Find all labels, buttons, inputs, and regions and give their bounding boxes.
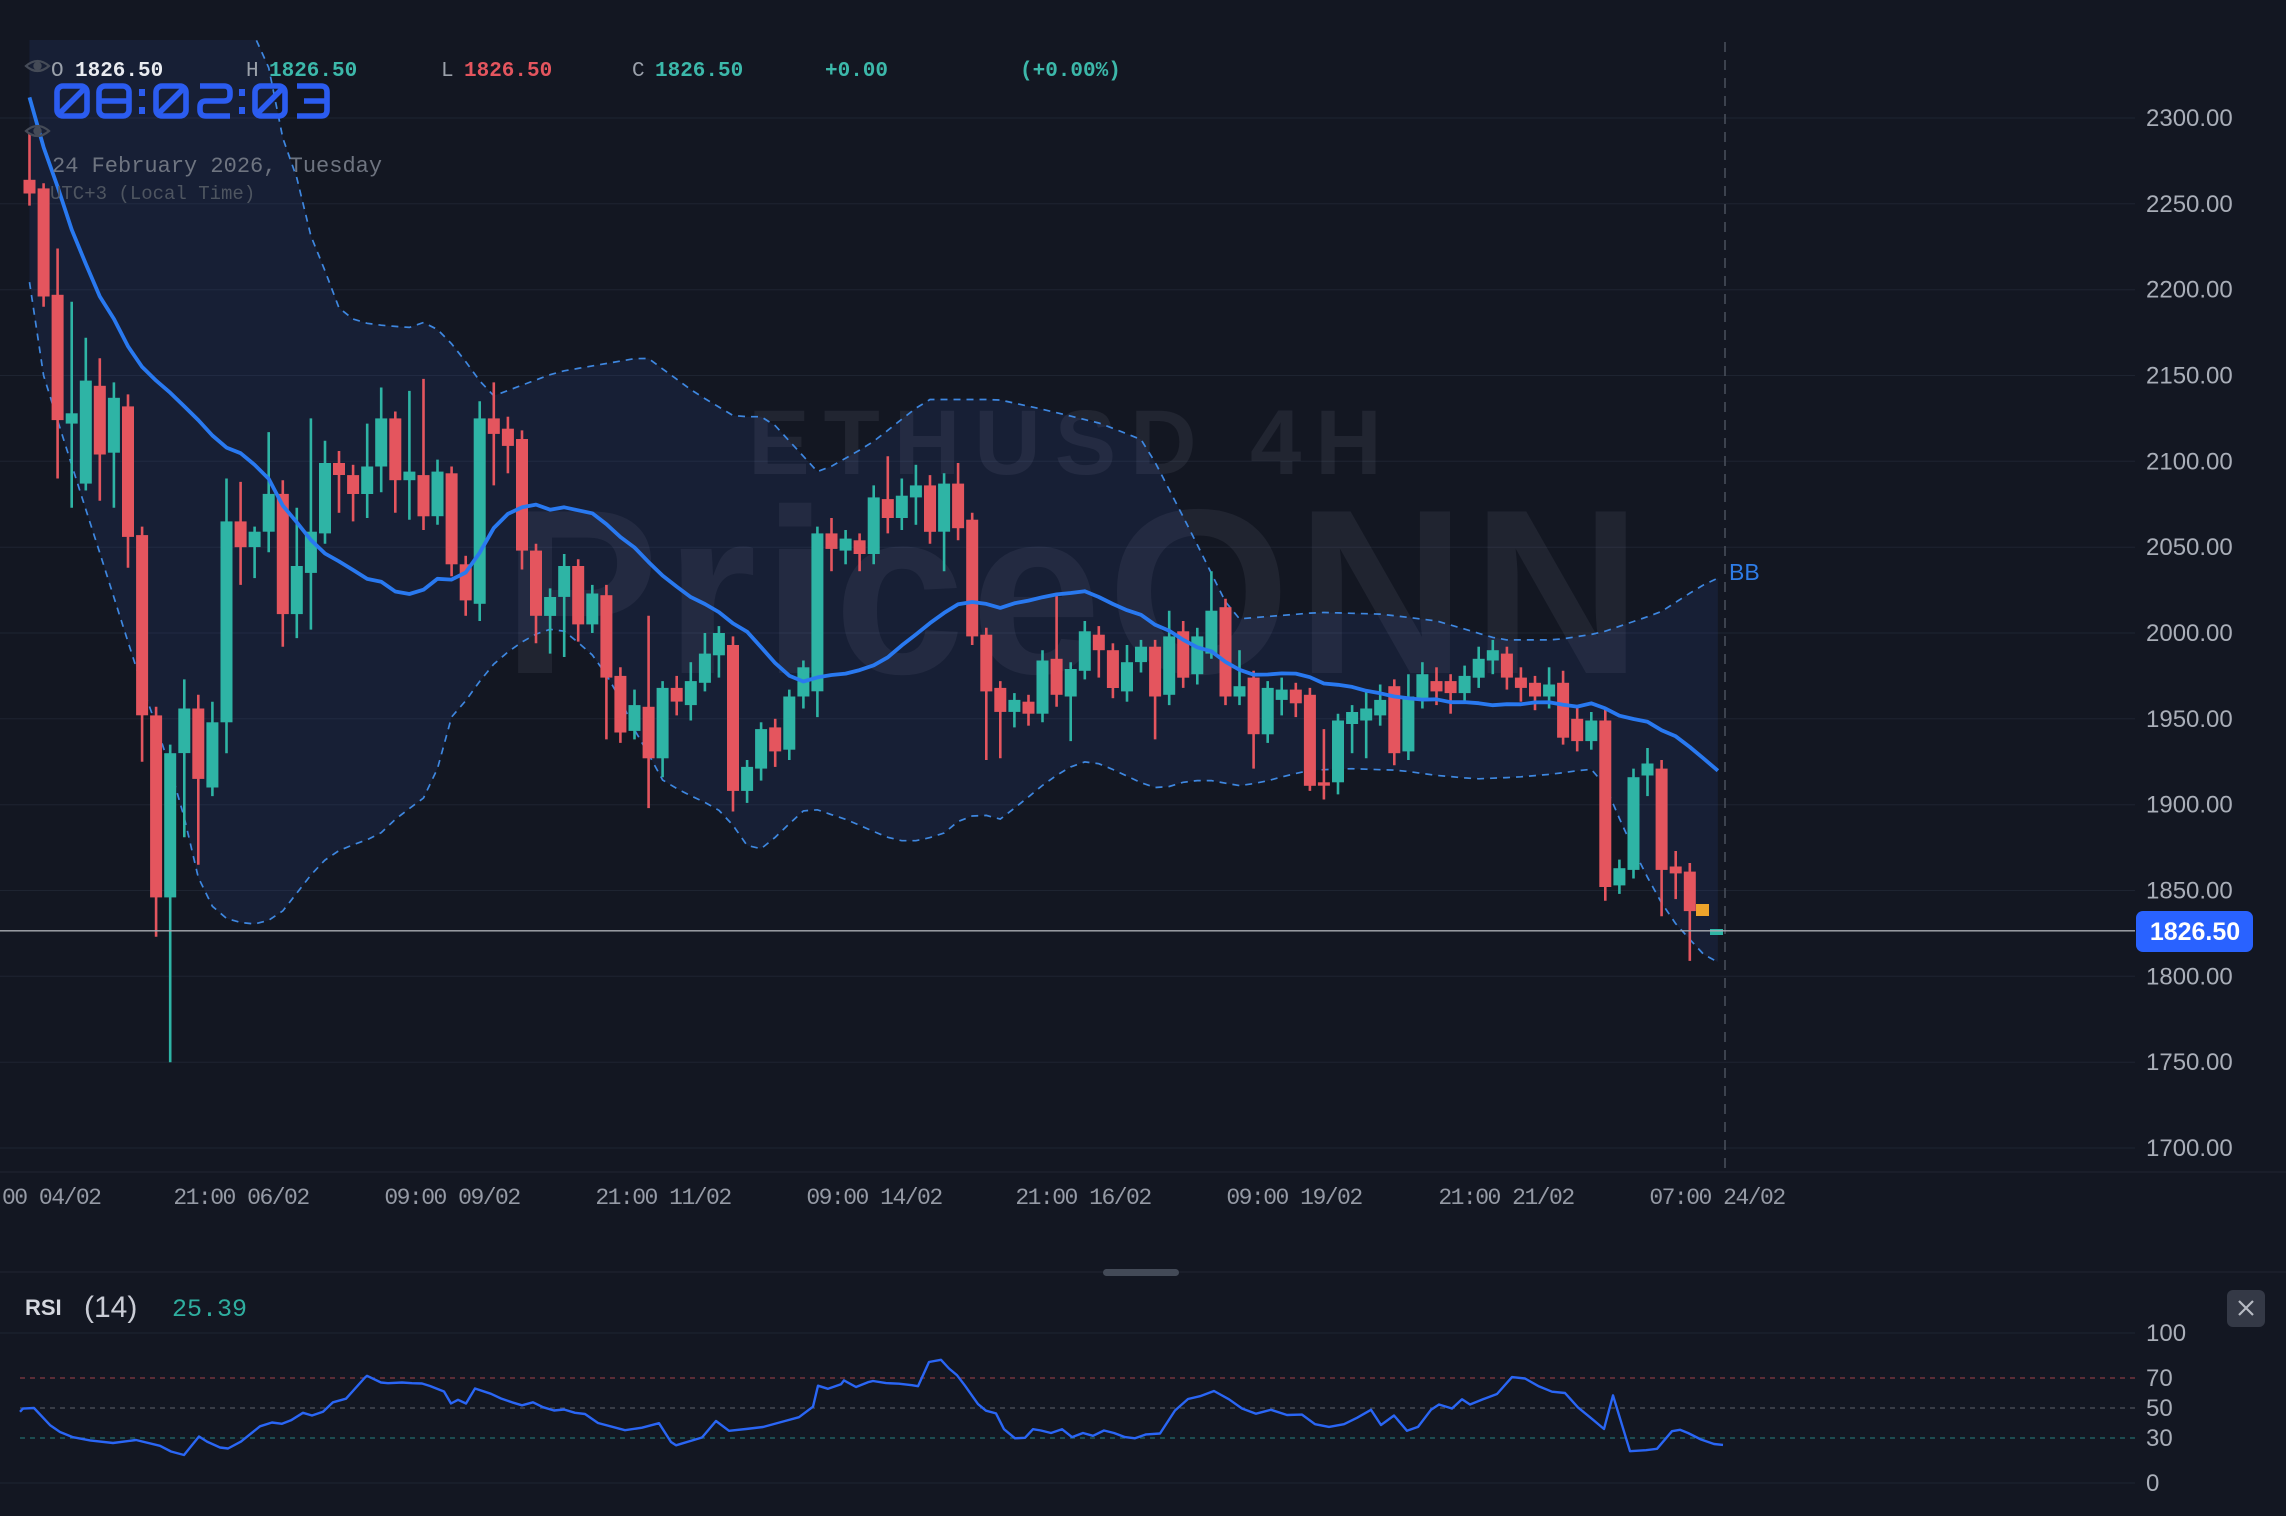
svg-text:2250.00: 2250.00	[2146, 191, 2233, 218]
svg-text:1850.00: 1850.00	[2146, 878, 2233, 905]
svg-text:2300.00: 2300.00	[2146, 105, 2233, 132]
svg-text:70: 70	[2146, 1365, 2173, 1392]
svg-text:21:00 06/02: 21:00 06/02	[173, 1185, 309, 1211]
svg-text:+0.00: +0.00	[825, 60, 888, 83]
svg-text:1800.00: 1800.00	[2146, 963, 2233, 990]
svg-text:2050.00: 2050.00	[2146, 534, 2233, 561]
svg-text:09:00 09/02: 09:00 09/02	[384, 1185, 520, 1211]
svg-text:L: L	[441, 60, 454, 83]
svg-text:100: 100	[2146, 1320, 2186, 1347]
svg-text:21:00 11/02: 21:00 11/02	[595, 1185, 731, 1211]
svg-text:1700.00: 1700.00	[2146, 1135, 2233, 1162]
svg-text:25.39: 25.39	[172, 1295, 247, 1324]
svg-text:2200.00: 2200.00	[2146, 277, 2233, 304]
svg-text:1826.50: 1826.50	[75, 60, 163, 83]
svg-text:50: 50	[2146, 1395, 2173, 1422]
svg-text:24 February 2026, Tuesday: 24 February 2026, Tuesday	[52, 154, 382, 179]
svg-text:2150.00: 2150.00	[2146, 363, 2233, 390]
svg-text:ETHUSD 4H: ETHUSD 4H	[748, 392, 1395, 494]
svg-text:C: C	[632, 60, 645, 83]
svg-text:UTC+3 (Local Time): UTC+3 (Local Time)	[50, 183, 255, 205]
svg-text:2100.00: 2100.00	[2146, 448, 2233, 475]
svg-text:09:00 14/02: 09:00 14/02	[806, 1185, 942, 1211]
svg-text:0: 0	[2146, 1470, 2159, 1497]
svg-text:00 04/02: 00 04/02	[2, 1185, 101, 1211]
svg-text:1950.00: 1950.00	[2146, 706, 2233, 733]
svg-text:30: 30	[2146, 1425, 2173, 1452]
svg-text:1826.50: 1826.50	[655, 60, 743, 83]
svg-text:1826.50: 1826.50	[2150, 918, 2240, 946]
svg-text:BB: BB	[1729, 559, 1760, 585]
svg-text:2000.00: 2000.00	[2146, 620, 2233, 647]
svg-text:(+0.00%): (+0.00%)	[1020, 60, 1121, 83]
svg-text:21:00 16/02: 21:00 16/02	[1015, 1185, 1151, 1211]
svg-text:09:00 19/02: 09:00 19/02	[1226, 1185, 1362, 1211]
svg-text:H: H	[246, 60, 259, 83]
svg-text:1826.50: 1826.50	[269, 60, 357, 83]
svg-text:RSI: RSI	[25, 1295, 62, 1320]
svg-text:1826.50: 1826.50	[464, 60, 552, 83]
svg-text:07:00 24/02: 07:00 24/02	[1649, 1185, 1785, 1211]
svg-text:21:00 21/02: 21:00 21/02	[1438, 1185, 1574, 1211]
svg-text:1900.00: 1900.00	[2146, 792, 2233, 819]
svg-text:(14): (14)	[84, 1291, 137, 1324]
svg-text:O: O	[51, 60, 64, 83]
svg-text:1750.00: 1750.00	[2146, 1049, 2233, 1076]
